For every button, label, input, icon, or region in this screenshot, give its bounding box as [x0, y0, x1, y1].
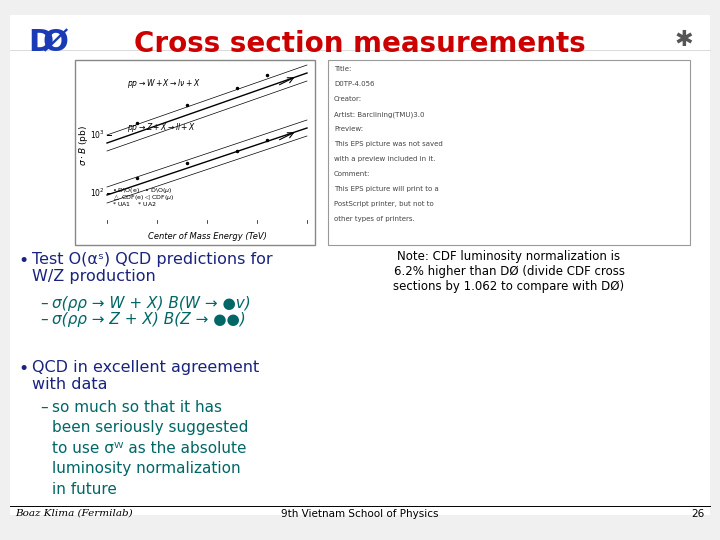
Text: Creator:: Creator:: [334, 96, 362, 102]
Text: ✱: ✱: [675, 30, 693, 50]
Text: Center of Mass Energy (TeV): Center of Mass Energy (TeV): [148, 232, 266, 241]
Text: –: –: [40, 296, 48, 311]
Text: •: •: [18, 360, 28, 378]
Text: σ(ρρ → Z + X) B(Z → ●●): σ(ρρ → Z + X) B(Z → ●●): [52, 312, 246, 327]
Text: $\sigma \cdot B$ (pb): $\sigma \cdot B$ (pb): [76, 125, 89, 166]
Text: 9th Vietnam School of Physics: 9th Vietnam School of Physics: [282, 509, 438, 519]
Text: σ(ρρ → W + X) B(W → ●v): σ(ρρ → W + X) B(W → ●v): [52, 296, 251, 311]
Text: QCD in excellent agreement
with data: QCD in excellent agreement with data: [32, 360, 259, 393]
Text: $\triangle$ CDF(e) $\triangleleft$ CDF($\mu$): $\triangle$ CDF(e) $\triangleleft$ CDF($…: [112, 193, 174, 202]
Text: 26: 26: [692, 509, 705, 519]
Text: $pp\to W+X\to l\nu+X$: $pp\to W+X\to l\nu+X$: [127, 77, 201, 90]
Text: $\bullet$ D\O(e)   $\bullet$ D\O($\mu$): $\bullet$ D\O(e) $\bullet$ D\O($\mu$): [112, 186, 172, 195]
Text: Ø: Ø: [42, 28, 68, 57]
Text: •: •: [18, 252, 28, 270]
Text: This EPS picture will print to a: This EPS picture will print to a: [334, 186, 438, 192]
Text: Comment:: Comment:: [334, 171, 370, 177]
Text: This EPS picture was not saved: This EPS picture was not saved: [334, 141, 443, 147]
Text: $*$ UA1    $*$ UA2: $*$ UA1 $*$ UA2: [112, 200, 157, 208]
Text: Preview:: Preview:: [334, 126, 363, 132]
Text: $pp\to Z+X\to ll+X$: $pp\to Z+X\to ll+X$: [127, 121, 196, 134]
Bar: [328, 60, 690, 245]
Text: Boaz Klima (Fermilab): Boaz Klima (Fermilab): [15, 509, 132, 518]
Text: D0TP-4.056: D0TP-4.056: [334, 81, 374, 87]
Text: with a preview included in it.: with a preview included in it.: [334, 156, 436, 162]
Text: other types of printers.: other types of printers.: [334, 216, 415, 222]
Text: Note: CDF luminosity normalization is
6.2% higher than DØ (divide CDF cross
sect: Note: CDF luminosity normalization is 6.…: [393, 250, 624, 293]
Text: D: D: [28, 28, 53, 57]
Text: Test O(αˢ) QCD predictions for
W/Z production: Test O(αˢ) QCD predictions for W/Z produ…: [32, 252, 273, 285]
Text: Title:: Title:: [334, 66, 351, 72]
Text: –: –: [40, 312, 48, 327]
Text: Cross section measurements: Cross section measurements: [134, 30, 586, 58]
Text: $10^3$: $10^3$: [90, 129, 105, 141]
Text: –: –: [40, 400, 48, 415]
Text: Artist: Barclining(TMU)3.0: Artist: Barclining(TMU)3.0: [334, 111, 425, 118]
Text: so much so that it has
been seriously suggested
to use σᵂ as the absolute
lumino: so much so that it has been seriously su…: [52, 400, 248, 497]
Text: $10^2$: $10^2$: [90, 187, 105, 199]
Text: PostScript printer, but not to: PostScript printer, but not to: [334, 201, 433, 207]
Bar: [75, 60, 315, 245]
